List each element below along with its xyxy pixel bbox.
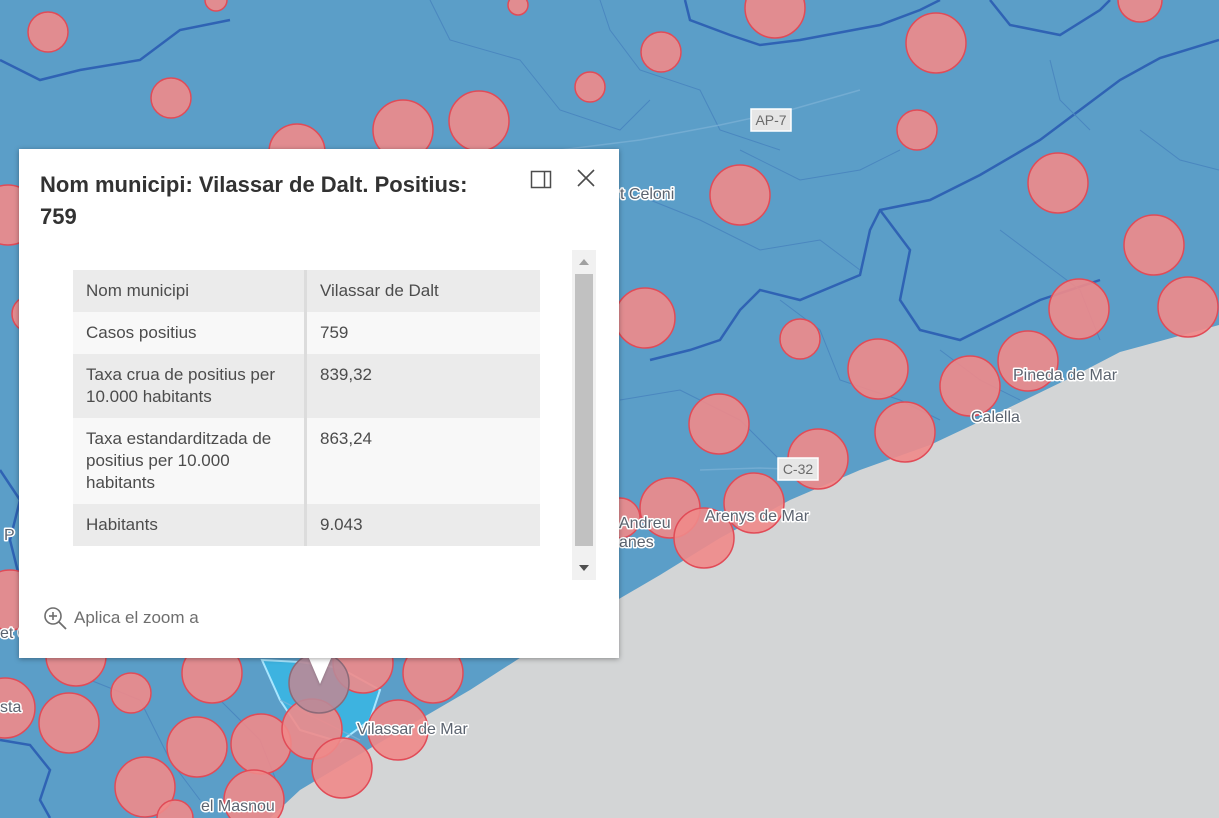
popup-content[interactable]: Nom municipi Vilassar de Dalt Casos posi… xyxy=(19,249,597,581)
dock-button[interactable] xyxy=(529,168,553,192)
place-label: Arenys de Mar xyxy=(705,508,810,525)
road-shield-ap7: AP-7 xyxy=(750,108,792,132)
place-label: el Masnou xyxy=(201,798,275,815)
field-name: Habitants xyxy=(73,504,307,546)
field-value: 759 xyxy=(305,312,540,354)
field-name: Casos positius xyxy=(73,312,307,354)
caret-up-icon xyxy=(579,259,589,265)
place-label: P xyxy=(4,527,15,544)
scroll-down-button[interactable] xyxy=(572,556,596,580)
place-labels: t Celoni Pineda de Mar Calella Arenys de… xyxy=(0,185,1119,817)
zoom-to-action[interactable]: Aplica el zoom a xyxy=(42,605,199,631)
table-row: Casos positius 759 xyxy=(73,312,540,354)
scrollbar-thumb[interactable] xyxy=(575,274,593,546)
popup-pointer xyxy=(308,656,332,684)
field-value: 863,24 xyxy=(305,418,540,504)
popup-title: Nom municipi: Vilassar de Dalt. Positius… xyxy=(40,172,468,229)
dock-side-icon xyxy=(530,170,552,189)
zoom-in-icon xyxy=(44,607,67,630)
field-value: 839,32 xyxy=(305,354,540,418)
field-value: 9.043 xyxy=(305,504,540,546)
popup: Nom municipi: Vilassar de Dalt. Positius… xyxy=(19,149,619,658)
place-label: sta xyxy=(0,699,21,716)
attribute-table: Nom municipi Vilassar de Dalt Casos posi… xyxy=(73,270,540,546)
field-name: Nom municipi xyxy=(73,270,307,312)
table-row: Nom municipi Vilassar de Dalt xyxy=(73,270,540,312)
place-label: Pineda de Mar xyxy=(1013,367,1118,384)
road-shield-c32: C-32 xyxy=(777,457,819,481)
scroll-up-button[interactable] xyxy=(572,250,596,274)
table-row: Habitants 9.043 xyxy=(73,504,540,546)
place-label: Calella xyxy=(971,409,1020,426)
place-label: t Celoni xyxy=(620,186,674,203)
zoom-to-label: Aplica el zoom a xyxy=(74,608,199,627)
scrollbar[interactable] xyxy=(572,250,596,580)
place-label: Andreu xyxy=(619,515,671,532)
field-name: Taxa crua de positius per 10.000 habitan… xyxy=(73,354,307,418)
close-icon xyxy=(577,169,595,187)
caret-down-icon xyxy=(579,565,589,571)
place-label: Vilassar de Mar xyxy=(357,721,469,738)
close-button[interactable] xyxy=(574,166,598,190)
table-row: Taxa crua de positius per 10.000 habitan… xyxy=(73,354,540,418)
road-label-ap7: AP-7 xyxy=(755,112,786,128)
table-row: Taxa estandarditzada de positius per 10.… xyxy=(73,418,540,504)
place-label: anes xyxy=(619,534,654,551)
field-value: Vilassar de Dalt xyxy=(305,270,540,312)
road-label-c32: C-32 xyxy=(783,461,814,477)
field-name: Taxa estandarditzada de positius per 10.… xyxy=(73,418,307,504)
